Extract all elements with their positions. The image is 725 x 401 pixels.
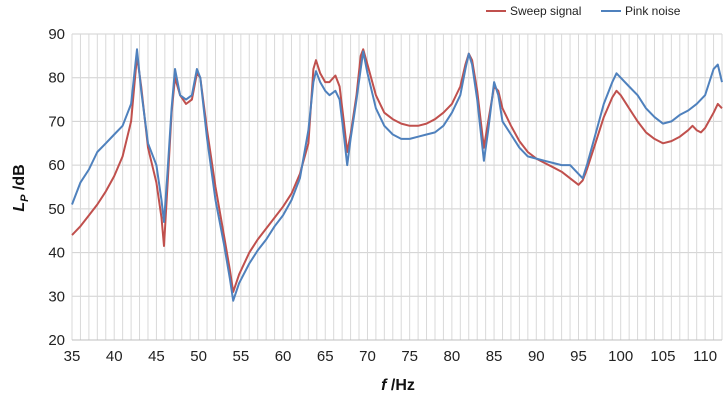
y-tick-labels: 20 30 40 50 60 70 80 90 bbox=[48, 26, 65, 349]
x-axis-title: f /Hz bbox=[381, 377, 415, 394]
x-tick-label: 80 bbox=[444, 348, 461, 365]
x-tick-labels: 35 40 45 50 55 60 65 70 75 80 85 90 95 100 105 110 bbox=[64, 348, 717, 365]
x-tick-label: 100 bbox=[608, 348, 633, 365]
y-tick-label: 60 bbox=[48, 157, 65, 174]
y-tick-label: 20 bbox=[48, 332, 65, 349]
x-tick-label: 55 bbox=[232, 348, 249, 365]
x-tick-label: 95 bbox=[570, 348, 587, 365]
y-tick-label: 30 bbox=[48, 288, 65, 305]
x-tick-label: 90 bbox=[528, 348, 545, 365]
y-tick-label: 50 bbox=[48, 201, 65, 218]
x-tick-label: 40 bbox=[106, 348, 123, 365]
y-tick-label: 70 bbox=[48, 113, 65, 130]
series-line-sweep-signal bbox=[71, 48, 723, 293]
legend-entry-pink: Pink noise bbox=[601, 4, 681, 18]
legend-label-sweep: Sweep signal bbox=[510, 4, 581, 18]
legend-entry-sweep: Sweep signal bbox=[486, 4, 581, 18]
chart-legend: Sweep signal Pink noise bbox=[486, 4, 681, 18]
y-tick-label: 80 bbox=[48, 70, 65, 87]
x-tick-label: 105 bbox=[650, 348, 675, 365]
x-tick-label: 85 bbox=[486, 348, 503, 365]
x-tick-label: 35 bbox=[64, 348, 81, 365]
chart-series bbox=[71, 48, 723, 302]
y-tick-label: 40 bbox=[48, 245, 65, 262]
x-tick-label: 110 bbox=[693, 348, 717, 365]
series-line-pink-noise bbox=[71, 48, 723, 302]
x-tick-label: 45 bbox=[148, 348, 165, 365]
x-tick-label: 75 bbox=[401, 348, 418, 365]
x-tick-label: 60 bbox=[275, 348, 292, 365]
y-tick-label: 90 bbox=[48, 26, 65, 43]
x-tick-label: 70 bbox=[359, 348, 376, 365]
chart-grid bbox=[71, 33, 723, 341]
y-axis-title: LP /dB bbox=[11, 164, 31, 211]
x-tick-label: 65 bbox=[317, 348, 334, 365]
x-tick-label: 50 bbox=[190, 348, 207, 365]
legend-label-pink: Pink noise bbox=[625, 4, 681, 18]
